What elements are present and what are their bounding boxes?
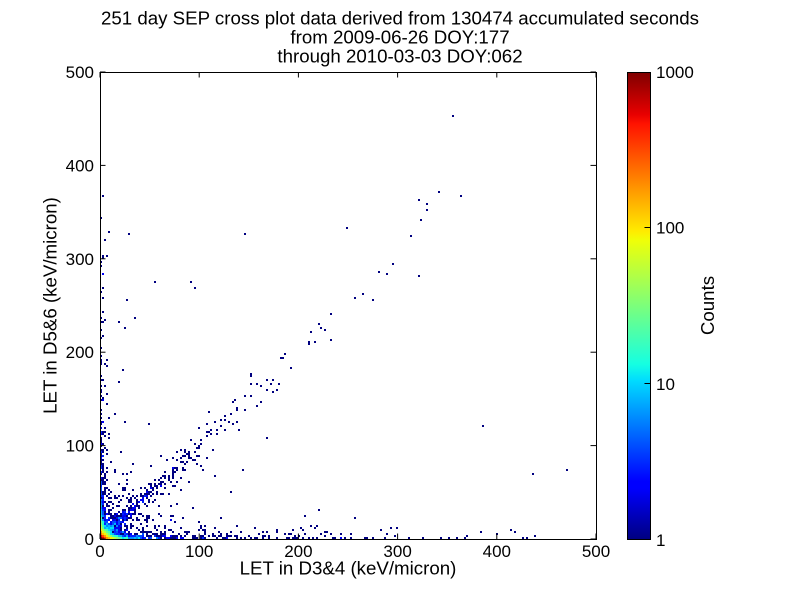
svg-text:through 2010-03-03 DOY:062: through 2010-03-03 DOY:062 xyxy=(277,46,522,67)
svg-text:500: 500 xyxy=(66,63,94,82)
svg-text:1: 1 xyxy=(656,531,665,550)
svg-text:500: 500 xyxy=(582,542,610,561)
svg-text:Counts: Counts xyxy=(697,276,718,335)
svg-text:100: 100 xyxy=(656,219,684,238)
svg-text:LET in D3&4 (keV/micron): LET in D3&4 (keV/micron) xyxy=(240,558,457,579)
svg-text:100: 100 xyxy=(185,542,213,561)
svg-text:from 2009-06-26 DOY:177: from 2009-06-26 DOY:177 xyxy=(290,27,509,48)
svg-text:400: 400 xyxy=(66,156,94,175)
svg-text:0: 0 xyxy=(95,542,104,561)
svg-text:1000: 1000 xyxy=(656,63,694,82)
svg-text:200: 200 xyxy=(284,542,312,561)
svg-text:0: 0 xyxy=(85,530,94,549)
svg-text:100: 100 xyxy=(66,437,94,456)
svg-text:300: 300 xyxy=(66,250,94,269)
svg-text:LET in D5&6 (keV/micron): LET in D5&6 (keV/micron) xyxy=(40,197,61,414)
svg-text:251 day SEP cross plot data de: 251 day SEP cross plot data derived from… xyxy=(101,8,699,29)
svg-text:400: 400 xyxy=(483,542,511,561)
svg-text:10: 10 xyxy=(656,375,675,394)
svg-text:200: 200 xyxy=(66,343,94,362)
svg-text:300: 300 xyxy=(383,542,411,561)
